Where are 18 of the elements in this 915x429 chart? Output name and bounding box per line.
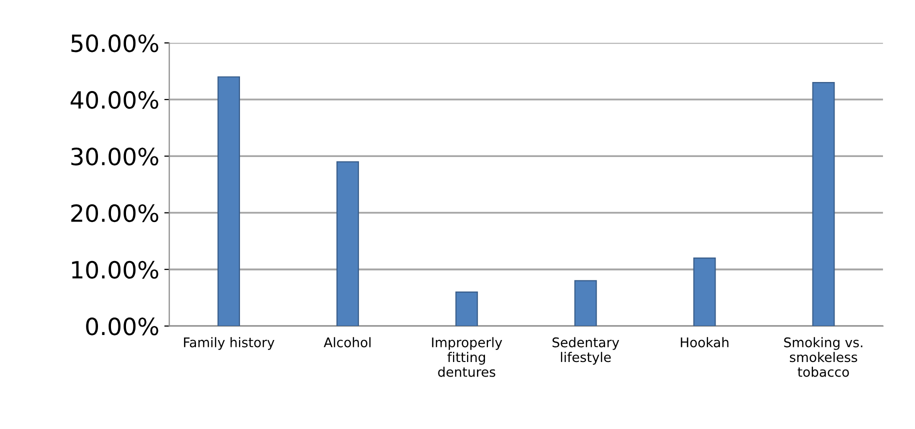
y-tick-label: 10.00%	[72, 260, 158, 279]
bar	[336, 161, 359, 326]
bar	[455, 292, 478, 326]
bar	[812, 82, 835, 326]
y-tick-label: 50.00%	[71, 34, 158, 52]
y-tick-label: 20.00%	[71, 204, 158, 222]
y-tick-label: 0.00%	[86, 317, 158, 336]
x-tick-label: Improperly fitting dentures	[432, 337, 502, 377]
bar	[217, 76, 240, 326]
x-tick-label: Family history	[184, 337, 274, 350]
x-tick-label: Alcohol	[324, 337, 371, 348]
y-tick-label: 30.00%	[71, 148, 158, 166]
bar	[574, 280, 597, 326]
x-tick-label: Smoking vs. smokeless tobacco	[784, 337, 862, 377]
x-tick-label: Sedentary lifestyle	[552, 337, 620, 365]
bar	[693, 258, 716, 326]
x-tick-label: Hookah	[680, 337, 728, 348]
y-tick-label: 40.00%	[70, 90, 158, 109]
